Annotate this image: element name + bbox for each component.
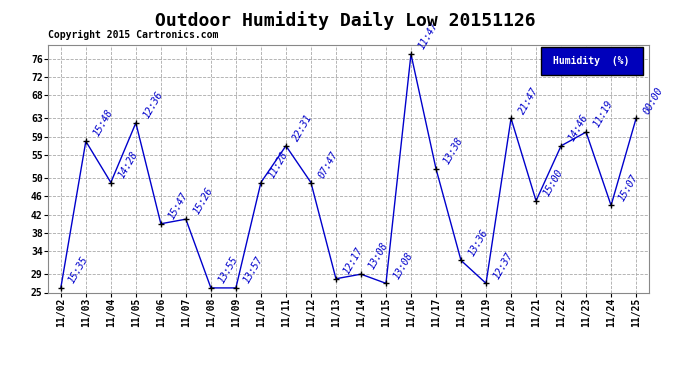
Text: 22:31: 22:31: [291, 112, 315, 143]
Text: 13:57: 13:57: [241, 255, 265, 285]
Text: 11:19: 11:19: [591, 99, 615, 129]
Text: 15:07: 15:07: [617, 172, 640, 202]
Text: 13:38: 13:38: [442, 135, 465, 166]
Text: 11:28: 11:28: [266, 149, 290, 180]
Text: 15:26: 15:26: [191, 186, 215, 216]
Text: 12:36: 12:36: [141, 90, 165, 120]
Text: 11:47: 11:47: [417, 21, 440, 51]
Text: Outdoor Humidity Daily Low 20151126: Outdoor Humidity Daily Low 20151126: [155, 11, 535, 30]
Text: 13:08: 13:08: [391, 250, 415, 280]
Text: 13:55: 13:55: [217, 255, 240, 285]
Text: 14:46: 14:46: [566, 112, 590, 143]
Text: 21:47: 21:47: [517, 85, 540, 116]
Text: 14:28: 14:28: [117, 149, 140, 180]
Text: 15:47: 15:47: [166, 190, 190, 221]
Text: 13:36: 13:36: [466, 227, 490, 258]
Text: 15:35: 15:35: [66, 255, 90, 285]
Text: Copyright 2015 Cartronics.com: Copyright 2015 Cartronics.com: [48, 30, 219, 40]
Text: 15:48: 15:48: [91, 108, 115, 138]
Text: Humidity  (%): Humidity (%): [553, 56, 630, 66]
FancyBboxPatch shape: [540, 48, 642, 75]
Text: 13:08: 13:08: [366, 241, 390, 272]
Text: 07:47: 07:47: [317, 149, 340, 180]
Text: 15:00: 15:00: [542, 168, 565, 198]
Text: 12:17: 12:17: [342, 246, 365, 276]
Text: 00:00: 00:00: [642, 85, 665, 116]
Text: 12:37: 12:37: [491, 250, 515, 280]
